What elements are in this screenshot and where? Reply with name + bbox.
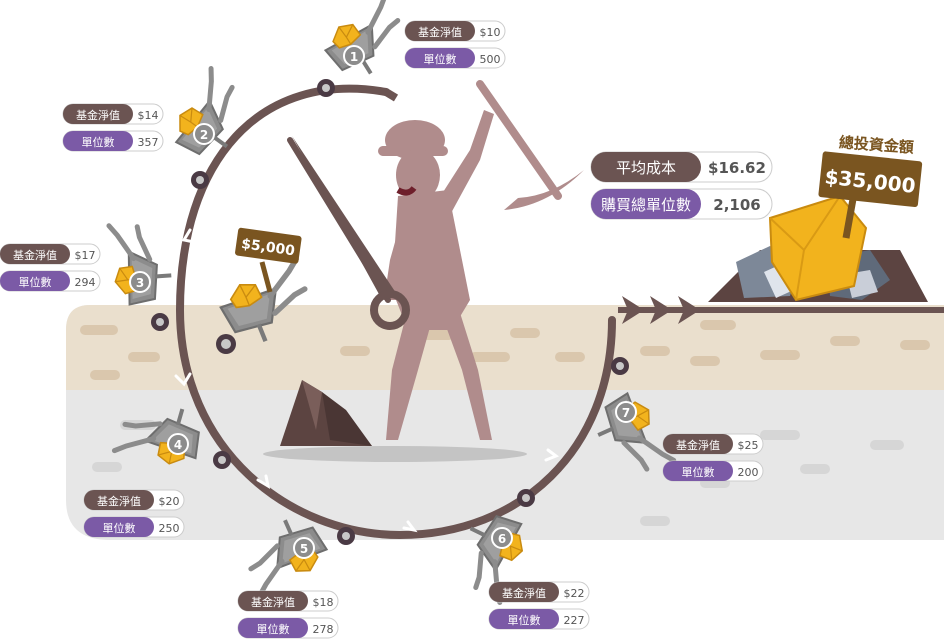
cart-number: 5 <box>300 542 308 556</box>
nav-value: $18 <box>313 596 334 609</box>
nav-value: $10 <box>480 26 501 39</box>
investment-sign-text: $5,000 <box>240 236 296 259</box>
units-label: 單位數 <box>424 52 457 66</box>
summary-average-cost: 平均成本 $16.62 <box>590 151 773 183</box>
cart-number: 4 <box>174 438 182 452</box>
nav-label: 基金淨值 <box>13 248 57 262</box>
cart-5: 5 <box>244 514 355 596</box>
units-value: 278 <box>313 623 334 636</box>
nav-label: 基金淨值 <box>418 25 462 39</box>
cart-7: 7 <box>592 357 674 476</box>
units-label: 單位數 <box>82 135 115 149</box>
cart-number: 7 <box>622 406 630 420</box>
step-6-label: 基金淨值 $22 單位數 227 <box>488 581 590 630</box>
cart-6: 6 <box>444 489 548 606</box>
cart-number: 2 <box>200 128 208 142</box>
step-5-label: 基金淨值 $18 單位數 278 <box>237 590 339 639</box>
treasure-pile: $35,000 總投資金額 <box>708 133 928 302</box>
nav-label: 基金淨值 <box>502 586 546 600</box>
units-value: 227 <box>564 614 585 627</box>
step-1-label: 基金淨值 $10 單位數 500 <box>404 20 506 69</box>
nav-label: 基金淨值 <box>97 494 141 508</box>
rock <box>280 380 372 446</box>
nav-label: 基金淨值 <box>76 108 120 122</box>
step-3-label: 基金淨值 $17 單位數 294 <box>0 243 101 292</box>
units-value: 200 <box>738 466 759 479</box>
units-value: 250 <box>159 522 180 535</box>
units-label: 單位數 <box>682 465 715 479</box>
units-value: 500 <box>480 53 501 66</box>
total-sign <box>818 151 923 208</box>
ground <box>66 296 944 540</box>
total-units-label: 購買總單位數 <box>601 196 691 214</box>
average-cost-value: $16.62 <box>708 159 766 177</box>
investment-cart: $5,000 <box>216 227 312 354</box>
step-7-label: 基金淨值 $25 單位數 200 <box>662 433 764 482</box>
cart-1: 1 <box>315 0 411 97</box>
total-title: 總投資金額 <box>838 133 914 156</box>
nav-value: $22 <box>564 587 585 600</box>
cart-3: 3 <box>96 222 178 331</box>
cycle-ring <box>174 84 616 540</box>
cart-2: 2 <box>154 66 259 189</box>
cart-number: 6 <box>498 532 506 546</box>
units-label: 單位數 <box>508 613 541 627</box>
nav-value: $20 <box>159 495 180 508</box>
units-value: 294 <box>75 276 96 289</box>
total-units-value: 2,106 <box>713 196 760 214</box>
units-label: 單位數 <box>19 275 52 289</box>
units-label: 單位數 <box>103 521 136 535</box>
nav-value: $17 <box>75 249 96 262</box>
nav-label: 基金淨值 <box>251 595 295 609</box>
cart-4: 4 <box>111 388 231 488</box>
units-value: 357 <box>138 136 159 149</box>
summary-total-units: 購買總單位數 2,106 <box>590 188 773 220</box>
investment-sign <box>235 227 302 264</box>
nav-value: $25 <box>738 439 759 452</box>
nav-value: $14 <box>138 109 159 122</box>
step-2-label: 基金淨值 $14 單位數 357 <box>62 103 164 152</box>
step-4-label: 基金淨值 $20 單位數 250 <box>83 489 185 538</box>
cart-number: 1 <box>350 50 358 64</box>
nav-label: 基金淨值 <box>676 438 720 452</box>
miner-figure <box>263 80 584 462</box>
cart-number: 3 <box>136 276 144 290</box>
units-label: 單位數 <box>257 622 290 636</box>
average-cost-label: 平均成本 <box>616 159 676 177</box>
